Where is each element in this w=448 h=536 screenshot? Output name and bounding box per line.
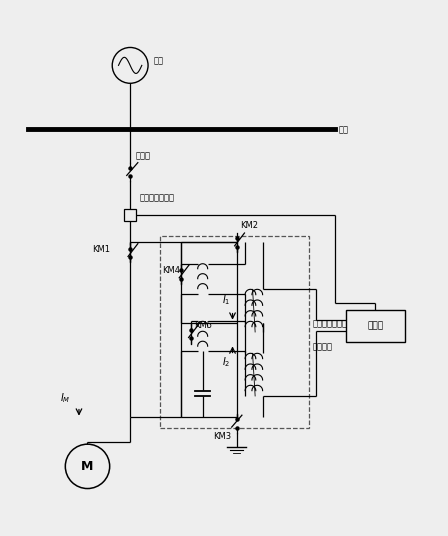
Text: 断路器: 断路器: [135, 151, 150, 160]
Text: KM5: KM5: [194, 321, 212, 330]
Text: $I_M$: $I_M$: [60, 391, 70, 405]
Text: $I_2$: $I_2$: [222, 355, 230, 369]
Text: 电压电流互感器: 电压电流互感器: [139, 193, 175, 203]
Text: 控制器: 控制器: [367, 321, 383, 330]
Bar: [345, 310, 405, 341]
Text: 自耦降压一体化: 自耦降压一体化: [313, 319, 348, 328]
Text: $I_1$: $I_1$: [222, 293, 230, 307]
Text: M: M: [81, 460, 94, 473]
Text: KM3: KM3: [213, 432, 232, 441]
Text: KM4: KM4: [162, 266, 180, 276]
Bar: [124, 209, 136, 221]
Text: 母线: 母线: [338, 125, 349, 134]
Text: KM2: KM2: [240, 221, 258, 230]
Text: 电源: 电源: [153, 57, 163, 65]
Text: 软起动器: 软起动器: [313, 343, 333, 352]
Bar: [160, 236, 309, 428]
Text: KM1: KM1: [92, 245, 110, 254]
